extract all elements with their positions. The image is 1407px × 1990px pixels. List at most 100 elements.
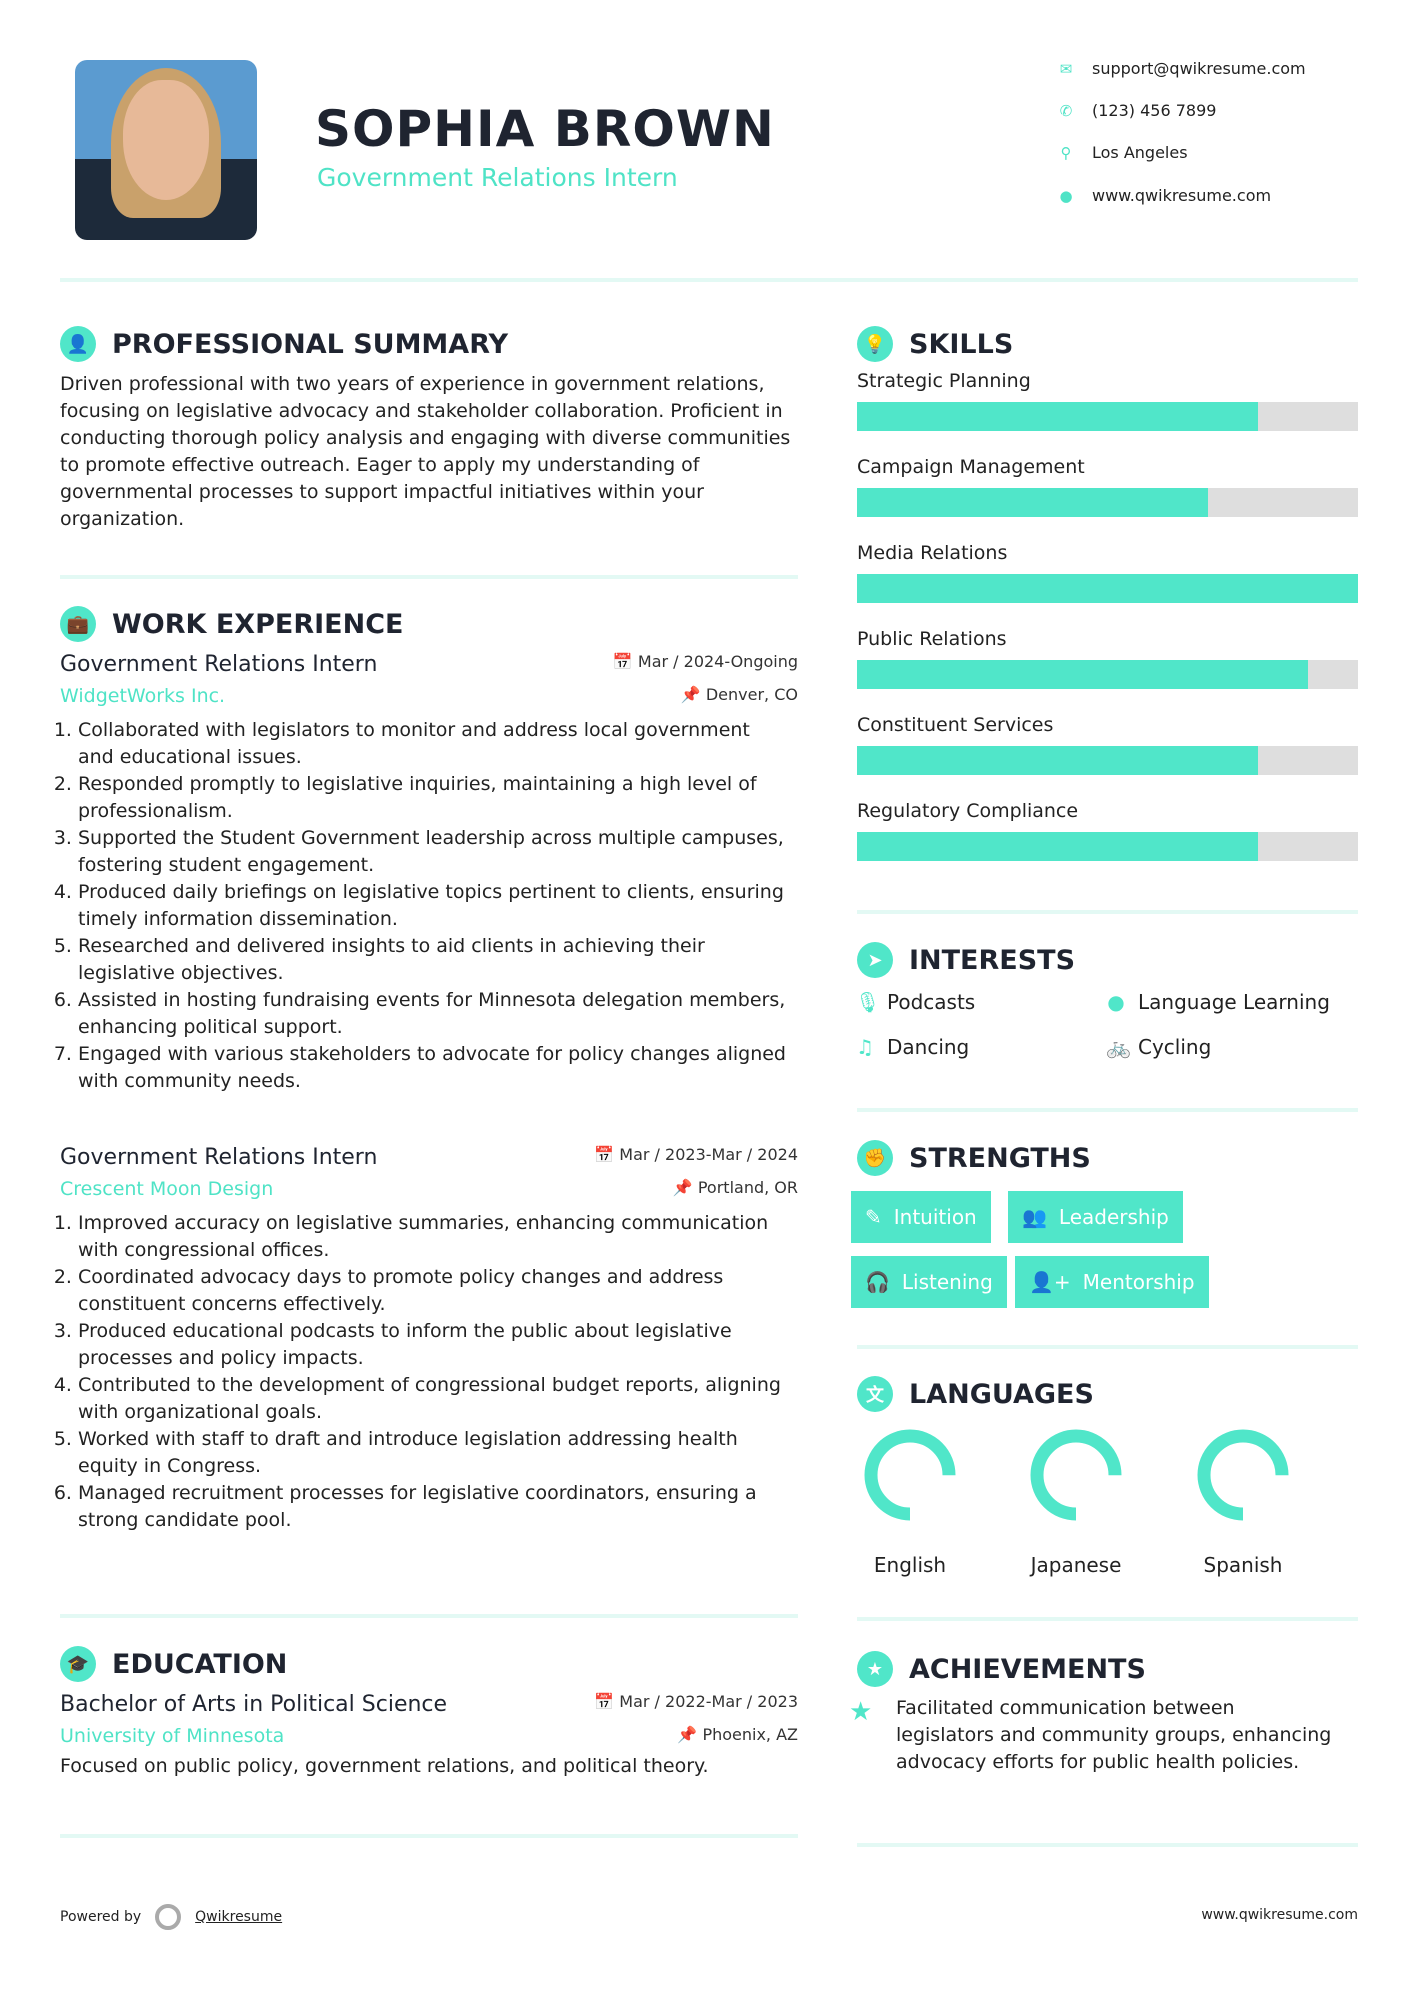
language-arc <box>864 1429 956 1521</box>
list-item: Engaged with various stakeholders to adv… <box>78 1041 790 1095</box>
divider <box>857 910 1358 914</box>
language-progress-ring <box>1197 1429 1289 1521</box>
phone-icon: ✆ <box>1059 101 1073 120</box>
heading-text: EDUCATION <box>112 1648 288 1680</box>
strength-chip: 👤+ Mentorship <box>1015 1256 1209 1308</box>
job-title: Government Relations Intern <box>60 1145 378 1170</box>
globe-icon: ● <box>1107 990 1125 1014</box>
language-item: English <box>840 1425 980 1577</box>
heading-text: STRENGTHS <box>909 1142 1091 1174</box>
skill-bar-fill <box>857 660 1308 689</box>
brand-link[interactable]: Qwikresume <box>195 1909 283 1925</box>
fist-icon: ✊ <box>857 1140 893 1176</box>
language-progress-ring <box>1030 1429 1122 1521</box>
list-item: Managed recruitment processes for legisl… <box>78 1480 790 1534</box>
achievement-text: Facilitated communication between legisl… <box>896 1697 1332 1773</box>
education-entry: Bachelor of Arts in Political Science 📅 M… <box>60 1692 798 1780</box>
skill-bar-fill <box>857 746 1258 775</box>
envelope-icon: ✉ <box>1059 59 1073 78</box>
skill-bar-fill <box>857 574 1358 603</box>
globe-icon: ● <box>1059 186 1073 205</box>
strength-label: Leadership <box>1058 1205 1169 1229</box>
divider <box>60 575 798 579</box>
job-dates: 📅 Mar / 2023-Mar / 2024 <box>594 1145 798 1164</box>
user-icon: 👤 <box>60 326 96 362</box>
education-heading: 🎓 EDUCATION <box>60 1646 287 1682</box>
qwikresume-logo-icon <box>155 1904 182 1930</box>
skill-bar-fill <box>857 488 1208 517</box>
strength-label: Mentorship <box>1082 1270 1195 1294</box>
language-label: Japanese <box>1030 1553 1122 1577</box>
skill-label: Media Relations <box>857 542 1008 564</box>
job-bullets: Improved accuracy on legislative summari… <box>60 1210 790 1534</box>
language-item: Japanese <box>1006 1425 1146 1577</box>
skill-bar <box>857 402 1358 431</box>
list-item: Collaborated with legislators to monitor… <box>78 717 790 771</box>
divider <box>857 1843 1358 1847</box>
heading-text: LANGUAGES <box>909 1378 1094 1410</box>
summary-heading: 👤 PROFESSIONAL SUMMARY <box>60 326 508 362</box>
job-title: Government Relations Intern <box>60 652 378 677</box>
achievements-heading: ★ ACHIEVEMENTS <box>857 1651 1146 1687</box>
music-icon: ♫ <box>856 1035 874 1059</box>
job-bullets: Collaborated with legislators to monitor… <box>60 717 790 1095</box>
school-name: University of Minnesota <box>60 1725 285 1747</box>
interest-label: Dancing <box>887 1035 970 1059</box>
bicycle-icon: 🚲 <box>1106 1035 1131 1059</box>
skill-bar-fill <box>857 832 1258 861</box>
interest-item: ♫ Dancing <box>855 1035 969 1059</box>
skill-label: Strategic Planning <box>857 370 1031 392</box>
interest-label: Cycling <box>1138 1035 1212 1059</box>
contact-text: (123) 456 7899 <box>1092 101 1217 120</box>
strength-label: Intuition <box>893 1205 977 1229</box>
strengths-heading: ✊ STRENGTHS <box>857 1140 1091 1176</box>
dates-text: Mar / 2023-Mar / 2024 <box>619 1145 798 1164</box>
header-divider <box>60 278 1358 282</box>
skill-item: Campaign Management <box>857 456 1358 517</box>
job-location: 📌 Portland, OR <box>672 1178 798 1197</box>
skill-bar <box>857 660 1358 689</box>
footer-website[interactable]: www.qwikresume.com <box>1201 1907 1358 1923</box>
divider <box>857 1617 1358 1621</box>
divider <box>60 1614 798 1618</box>
users-icon: 👥 <box>1022 1205 1047 1229</box>
strength-chip: ✎ Intuition <box>851 1191 991 1243</box>
skill-label: Campaign Management <box>857 456 1085 478</box>
list-item: Assisted in hosting fundraising events f… <box>78 987 790 1041</box>
heading-text: ACHIEVEMENTS <box>909 1653 1146 1685</box>
dates-text: Mar / 2022-Mar / 2023 <box>619 1692 798 1711</box>
star-icon: ★ <box>857 1651 893 1687</box>
skill-label: Public Relations <box>857 628 1007 650</box>
skill-item: Media Relations <box>857 542 1358 603</box>
job-entry: Government Relations Intern 📅 Mar / 2023-… <box>60 1145 798 1534</box>
language-label: Spanish <box>1203 1553 1283 1577</box>
strength-chip: 🎧 Listening <box>851 1256 1007 1308</box>
contact-email: ✉ support@qwikresume.com <box>1058 59 1306 78</box>
education-dates: 📅 Mar / 2022-Mar / 2023 <box>594 1692 798 1711</box>
map-pin-icon: ⚲ <box>1060 143 1072 162</box>
degree: Bachelor of Arts in Political Science <box>60 1692 448 1717</box>
skill-bar <box>857 488 1358 517</box>
education-location: 📌 Phoenix, AZ <box>677 1725 798 1744</box>
contact-text: Los Angeles <box>1092 143 1188 162</box>
job-entry: Government Relations Intern 📅 Mar / 2024-… <box>60 652 798 1095</box>
profile-photo <box>75 60 257 240</box>
list-item: Coordinated advocacy days to promote pol… <box>78 1264 790 1318</box>
heading-text: PROFESSIONAL SUMMARY <box>112 328 509 360</box>
powered-by-label: Powered by <box>60 1909 142 1925</box>
headphones-icon: 🎧 <box>865 1270 890 1294</box>
list-item: Supported the Student Government leaders… <box>78 825 790 879</box>
dates-text: Mar / 2024-Ongoing <box>637 652 798 671</box>
list-item: Worked with staff to draft and introduce… <box>78 1426 790 1480</box>
skill-bar <box>857 746 1358 775</box>
divider <box>60 1834 798 1838</box>
skill-item: Public Relations <box>857 628 1358 689</box>
strength-chip: 👥 Leadership <box>1008 1191 1183 1243</box>
work-heading: 💼 WORK EXPERIENCE <box>60 606 403 642</box>
list-item: Contributed to the development of congre… <box>78 1372 790 1426</box>
user-plus-icon: 👤+ <box>1029 1270 1071 1294</box>
skill-item: Regulatory Compliance <box>857 800 1358 861</box>
skill-label: Regulatory Compliance <box>857 800 1079 822</box>
briefcase-icon: 💼 <box>60 606 96 642</box>
education-description: Focused on public policy, government rel… <box>60 1755 709 1777</box>
